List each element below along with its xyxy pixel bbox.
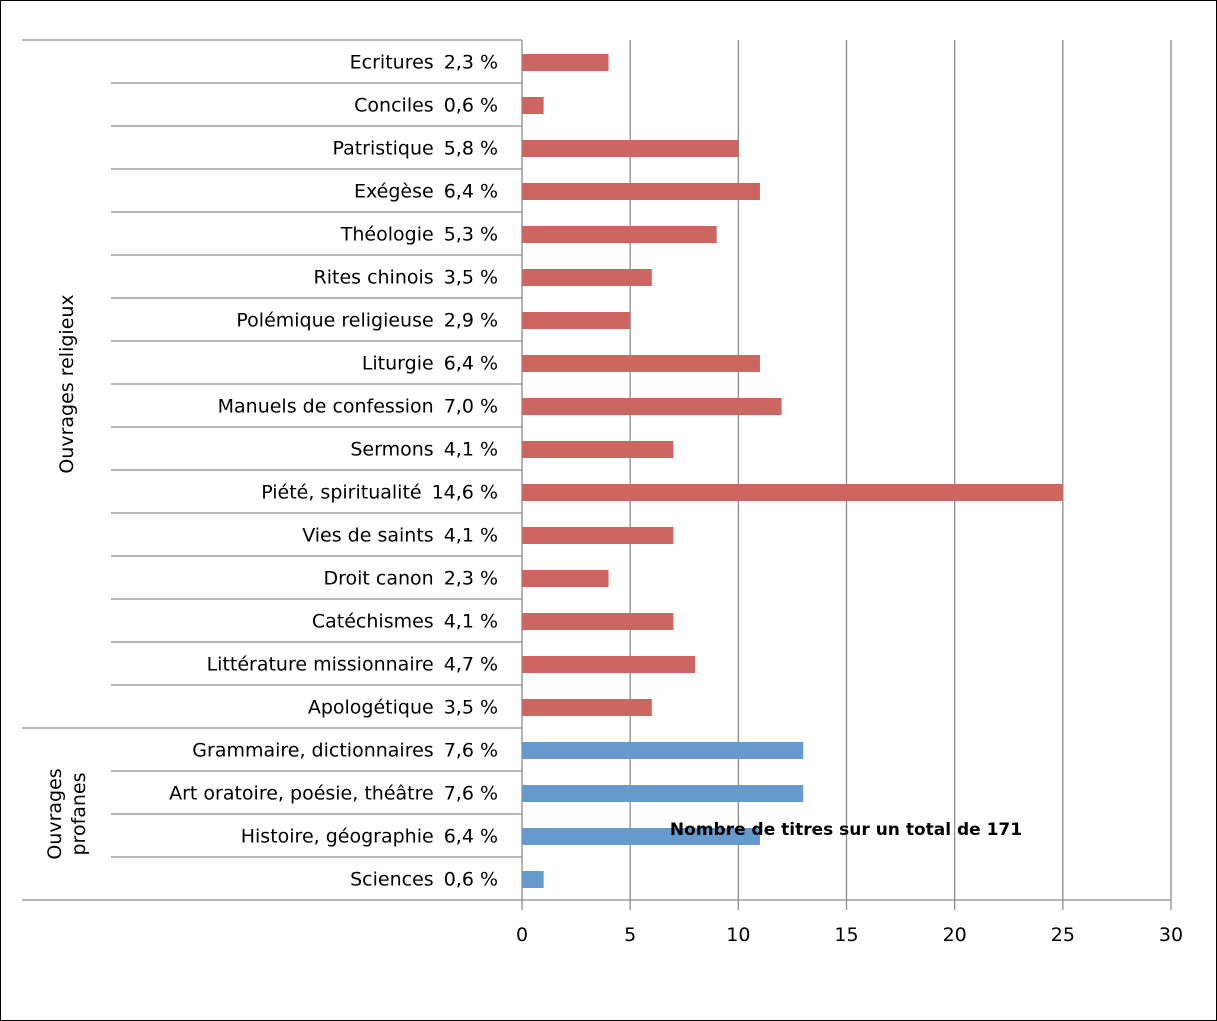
gridlines xyxy=(629,40,1172,910)
x-tick-label: 15 xyxy=(834,924,858,946)
category-name: Patristique xyxy=(332,138,433,160)
category-percent: 7,6 % xyxy=(444,783,498,805)
category-percent: 2,3 % xyxy=(444,52,498,74)
category-label: Littérature missionnaire 4,7 % xyxy=(207,654,498,676)
category-label: Sermons 4,1 % xyxy=(350,439,498,461)
bar xyxy=(522,312,631,329)
bar xyxy=(522,398,782,415)
x-tick-label: 20 xyxy=(943,924,967,946)
bar xyxy=(522,785,804,802)
category-name: Grammaire, dictionnaires xyxy=(192,740,433,762)
category-label: Ecritures 2,3 % xyxy=(350,52,498,74)
category-name: Ecritures xyxy=(350,52,434,74)
category-label: Droit canon 2,3 % xyxy=(323,568,498,590)
bar xyxy=(522,871,544,888)
category-percent: 5,8 % xyxy=(444,138,498,160)
axes xyxy=(22,39,1171,910)
category-label: Apologétique 3,5 % xyxy=(308,697,498,719)
category-percent: 4,1 % xyxy=(444,439,498,461)
x-tick-label: 25 xyxy=(1051,924,1075,946)
category-percent: 7,0 % xyxy=(444,396,498,418)
bar xyxy=(522,97,544,114)
x-axis-title: Nombre de titres sur un total de 171 xyxy=(670,820,1022,840)
category-name: Littérature missionnaire xyxy=(207,654,434,676)
x-tick-label: 30 xyxy=(1159,924,1183,946)
bar xyxy=(522,742,804,759)
category-percent: 2,9 % xyxy=(444,310,498,332)
category-percent: 4,7 % xyxy=(444,654,498,676)
category-label: Grammaire, dictionnaires 7,6 % xyxy=(192,740,498,762)
category-label: Sciences 0,6 % xyxy=(350,869,498,891)
category-percent: 2,3 % xyxy=(444,568,498,590)
group-label-line: Ouvrages xyxy=(44,768,66,859)
category-percent: 3,5 % xyxy=(444,267,498,289)
bar xyxy=(522,54,609,71)
category-name: Art oratoire, poésie, théâtre xyxy=(169,783,434,805)
x-tick-label: 0 xyxy=(516,924,528,946)
group-label: Ouvrages religieux xyxy=(56,294,78,473)
category-name: Manuels de confession xyxy=(218,396,434,418)
x-tick-label: 5 xyxy=(624,924,636,946)
bar xyxy=(522,269,652,286)
bar xyxy=(522,828,760,845)
bar xyxy=(522,699,652,716)
category-name: Piété, spiritualité xyxy=(261,482,421,504)
category-name: Apologétique xyxy=(308,697,434,719)
category-percent: 6,4 % xyxy=(444,353,498,375)
category-label: Art oratoire, poésie, théâtre 7,6 % xyxy=(169,783,498,805)
category-name: Sciences xyxy=(350,869,434,891)
bars xyxy=(522,54,1063,888)
category-label: Théologie 5,3 % xyxy=(340,224,498,246)
x-tick-label: 10 xyxy=(726,924,750,946)
bar xyxy=(522,613,674,630)
bar xyxy=(522,527,674,544)
category-label: Histoire, géographie 6,4 % xyxy=(241,826,498,848)
bar xyxy=(522,355,760,372)
category-label: Polémique religieuse 2,9 % xyxy=(236,310,498,332)
category-percent: 4,1 % xyxy=(444,611,498,633)
category-name: Polémique religieuse xyxy=(236,310,433,332)
category-label: Catéchismes 4,1 % xyxy=(312,611,498,633)
category-label: Manuels de confession 7,0 % xyxy=(218,396,498,418)
category-name: Rites chinois xyxy=(314,267,434,289)
bar xyxy=(522,656,696,673)
category-name: Vies de saints xyxy=(302,525,434,547)
category-label: Exégèse 6,4 % xyxy=(354,181,498,203)
group-labels: Ouvrages religieux Ouvrages profanes xyxy=(44,294,90,859)
bar xyxy=(522,140,739,157)
category-label: Liturgie 6,4 % xyxy=(362,353,498,375)
category-label: Piété, spiritualité 14,6 % xyxy=(261,482,498,504)
category-name: Liturgie xyxy=(362,353,434,375)
category-labels: Ecritures 2,3 % Conciles 0,6 % Patristique 5,… xyxy=(169,52,498,891)
group-label: Ouvrages profanes xyxy=(44,768,90,859)
category-label: Conciles 0,6 % xyxy=(354,95,498,117)
category-name: Histoire, géographie xyxy=(241,826,434,848)
category-name: Catéchismes xyxy=(312,611,434,633)
category-label: Vies de saints 4,1 % xyxy=(302,525,498,547)
bar xyxy=(522,484,1063,501)
category-percent: 6,4 % xyxy=(444,826,498,848)
category-percent: 0,6 % xyxy=(444,95,498,117)
x-tick-labels: 0 5 10 15 20 25 30 xyxy=(516,924,1183,946)
category-name: Exégèse xyxy=(354,181,434,203)
group-label-line: profanes xyxy=(68,772,90,855)
category-name: Droit canon xyxy=(323,568,433,590)
category-name: Conciles xyxy=(354,95,434,117)
category-name: Théologie xyxy=(340,224,434,246)
bar xyxy=(522,183,760,200)
category-percent: 5,3 % xyxy=(444,224,498,246)
category-label: Rites chinois 3,5 % xyxy=(314,267,498,289)
category-percent: 0,6 % xyxy=(444,869,498,891)
category-percent: 14,6 % xyxy=(432,482,498,504)
category-percent: 3,5 % xyxy=(444,697,498,719)
bar xyxy=(522,441,674,458)
bar xyxy=(522,226,717,243)
category-name: Sermons xyxy=(350,439,433,461)
bar xyxy=(522,570,609,587)
category-percent: 7,6 % xyxy=(444,740,498,762)
category-percent: 6,4 % xyxy=(444,181,498,203)
category-percent: 4,1 % xyxy=(444,525,498,547)
category-label: Patristique 5,8 % xyxy=(332,138,498,160)
